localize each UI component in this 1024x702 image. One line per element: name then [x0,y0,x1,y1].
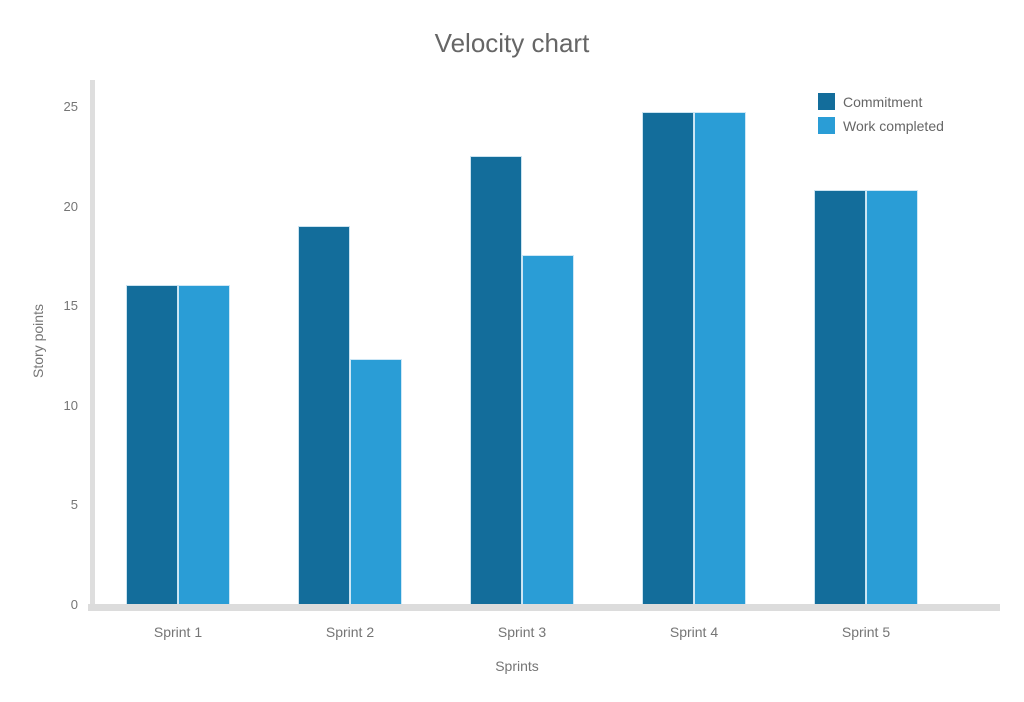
bar-work-completed-sprint-3 [522,255,574,604]
y-tick-label-10: 10 [63,397,78,413]
bar-commitment-sprint-2 [298,225,350,604]
legend: Commitment Work completed [818,93,944,141]
chart-title: Velocity chart [434,28,590,58]
bar-work-completed-sprint-2 [350,358,402,604]
y-tick-label-20: 20 [63,198,78,214]
bar-commitment-sprint-5 [814,189,866,604]
bar-work-completed-sprint-1 [178,285,230,604]
x-axis-line [88,604,1000,611]
work-completed-swatch [818,117,835,134]
legend-label-commitment: Commitment [843,93,923,110]
y-tick-label-15: 15 [63,298,78,314]
bar-commitment-sprint-3 [470,155,522,604]
bar-commitment-sprint-4 [642,111,694,604]
y-tick-label-0: 0 [70,597,78,612]
y-axis-title: Story points [30,304,46,378]
commitment-swatch [818,93,835,110]
legend-label-work-completed: Work completed [843,117,944,134]
legend-item-commitment: Commitment [818,93,944,110]
legend-item-work-completed: Work completed [818,117,944,134]
bar-commitment-sprint-1 [126,285,178,604]
y-axis-line [90,80,95,611]
bar-work-completed-sprint-4 [694,111,746,604]
x-axis-title: Sprints [495,658,539,674]
x-tick-label-sprint-1: Sprint 1 [153,624,203,640]
x-tick-label-sprint-2: Sprint 2 [325,624,375,640]
bar-work-completed-sprint-5 [866,189,918,604]
y-tick-label-25: 25 [63,99,78,114]
x-tick-label-sprint-5: Sprint 5 [841,624,891,640]
y-tick-label-5: 5 [70,497,78,513]
x-tick-label-sprint-4: Sprint 4 [669,624,719,640]
x-tick-label-sprint-3: Sprint 3 [497,624,547,640]
